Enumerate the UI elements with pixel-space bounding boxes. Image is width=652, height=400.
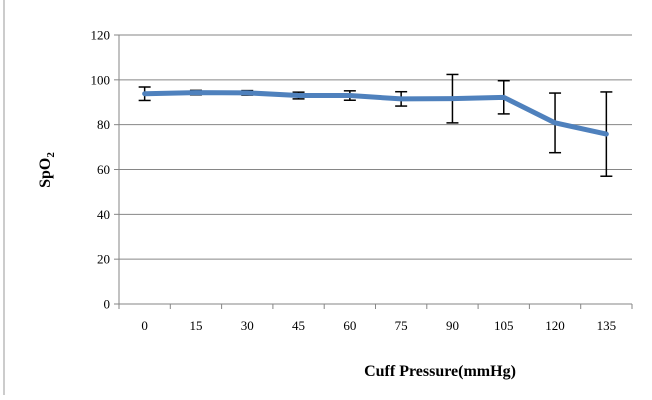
- y-tick-label-0: 0: [104, 297, 111, 312]
- y-tick-label-40: 40: [97, 207, 110, 222]
- y-tick-label-20: 20: [97, 252, 110, 267]
- x-tick-label-90: 90: [446, 318, 459, 333]
- x-tick-label-120: 120: [545, 318, 565, 333]
- data-point-15: [194, 91, 198, 95]
- data-point-75: [399, 97, 403, 101]
- data-point-135: [604, 132, 608, 136]
- x-tick-label-45: 45: [292, 318, 305, 333]
- data-point-90: [450, 97, 454, 101]
- data-point-105: [502, 95, 506, 99]
- y-axis-title-main: SpO: [37, 158, 54, 188]
- y-tick-label-100: 100: [91, 72, 111, 87]
- x-tick-label-105: 105: [494, 318, 514, 333]
- axes: [114, 34, 633, 309]
- y-axis-title: SpO2: [37, 152, 57, 188]
- y-tick-label-120: 120: [91, 28, 111, 43]
- x-tick-label-75: 75: [395, 318, 408, 333]
- error-bars: [138, 73, 613, 177]
- y-tick-labels: 0 20 40 60 80 100 120: [91, 28, 111, 312]
- series-line-0: [142, 90, 609, 137]
- x-tick-labels: 0 15 30 45 60 75 90 105 120 135: [141, 318, 616, 333]
- x-axis-title: Cuff Pressure(mmHg): [364, 363, 516, 380]
- x-tick-label-30: 30: [241, 318, 254, 333]
- y-axis-title-subscript: 2: [45, 152, 57, 158]
- data-point-0: [143, 92, 147, 96]
- x-tick-label-60: 60: [343, 318, 356, 333]
- data-point-45: [297, 94, 301, 98]
- y-tick-label-60: 60: [97, 162, 110, 177]
- x-tick-label-0: 0: [141, 318, 148, 333]
- gridlines: [119, 34, 632, 260]
- series: [142, 90, 609, 137]
- x-tick-label-135: 135: [597, 318, 617, 333]
- y-tick-label-80: 80: [97, 117, 110, 132]
- data-point-120: [553, 121, 557, 125]
- data-point-60: [348, 94, 352, 98]
- x-tick-label-15: 15: [189, 318, 202, 333]
- data-point-30: [245, 91, 249, 95]
